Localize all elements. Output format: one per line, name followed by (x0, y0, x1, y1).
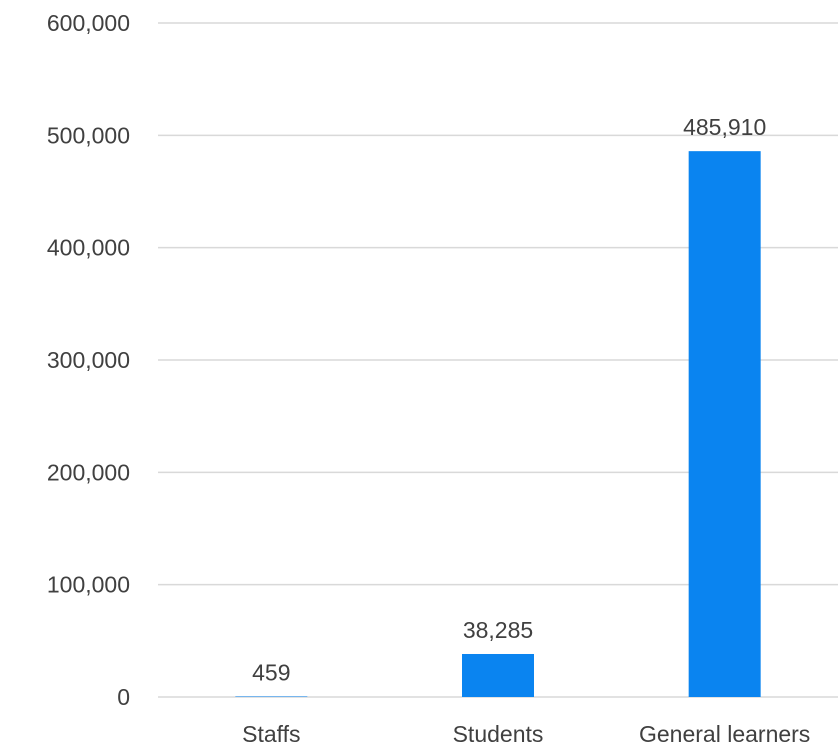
bar-students (462, 653, 534, 697)
x-category-label: General learners (639, 721, 810, 747)
data-label: 485,910 (683, 114, 766, 140)
y-tick-label: 100,000 (47, 572, 130, 598)
gridlines (158, 22, 838, 698)
bar-staffs (235, 696, 308, 697)
x-axis-category-labels: Staffs Students General learners (242, 721, 810, 747)
x-category-label: Students (453, 721, 544, 747)
bars (235, 151, 761, 697)
y-tick-label: 400,000 (47, 235, 130, 261)
y-tick-label: 0 (117, 684, 130, 710)
y-tick-label: 600,000 (47, 10, 130, 36)
y-axis-tick-labels: 0 100,000 200,000 300,000 400,000 500,000 600,… (47, 10, 130, 710)
y-tick-label: 300,000 (47, 347, 130, 373)
data-label: 459 (252, 659, 290, 685)
bar-general-learners (688, 151, 761, 697)
y-tick-label: 200,000 (47, 459, 130, 485)
data-labels: 459 38,285 485,910 (252, 114, 766, 685)
data-label: 38,285 (463, 617, 533, 643)
x-category-label: Staffs (242, 721, 300, 747)
y-tick-label: 500,000 (47, 122, 130, 148)
